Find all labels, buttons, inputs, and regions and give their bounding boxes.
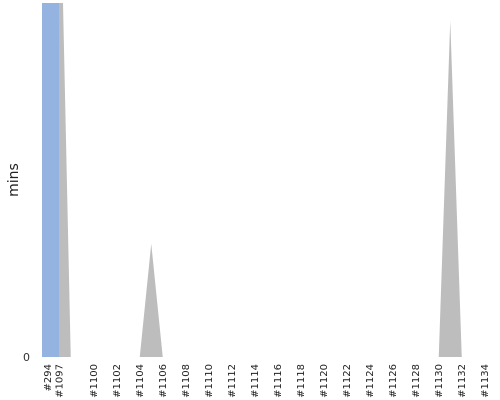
x-tick-label: #1100: [89, 364, 100, 398]
y-axis-label: mins: [6, 163, 22, 197]
x-tick-label: #1128: [411, 364, 422, 398]
x-tick-label: #1134: [480, 364, 491, 398]
x-tick-label: #1106: [158, 364, 169, 398]
x-tick-label: #1120: [319, 364, 330, 398]
x-tick-label: #294: [43, 364, 54, 391]
x-tick-label: #1114: [250, 364, 261, 398]
x-tick-label: #1118: [296, 364, 307, 398]
x-tick-label: #1130: [434, 364, 445, 398]
series-area: [42, 3, 485, 357]
x-tick-label: #1126: [388, 364, 399, 398]
x-tick-label: #1116: [273, 364, 284, 398]
x-tick-label: #1097: [54, 364, 65, 398]
highlight-bar[interactable]: [42, 3, 59, 357]
x-tick-label: #1102: [112, 364, 123, 398]
x-tick-label: #1112: [227, 364, 238, 398]
y-axis: mins 0: [6, 163, 30, 364]
x-tick-label: #1132: [457, 364, 468, 398]
x-tick-label: #1122: [342, 364, 353, 398]
plot-area: [42, 3, 485, 357]
x-tick-label: #1108: [181, 364, 192, 398]
x-tick-label: #1110: [204, 364, 215, 398]
y-axis-tick-label: 0: [23, 351, 30, 364]
x-tick-label: #1124: [365, 364, 376, 398]
x-axis-ticks: #294 #1097 #1100 #1102 #1104 #1106 #1108 #1110 #…: [43, 364, 491, 398]
x-tick-label: #1104: [135, 364, 146, 398]
